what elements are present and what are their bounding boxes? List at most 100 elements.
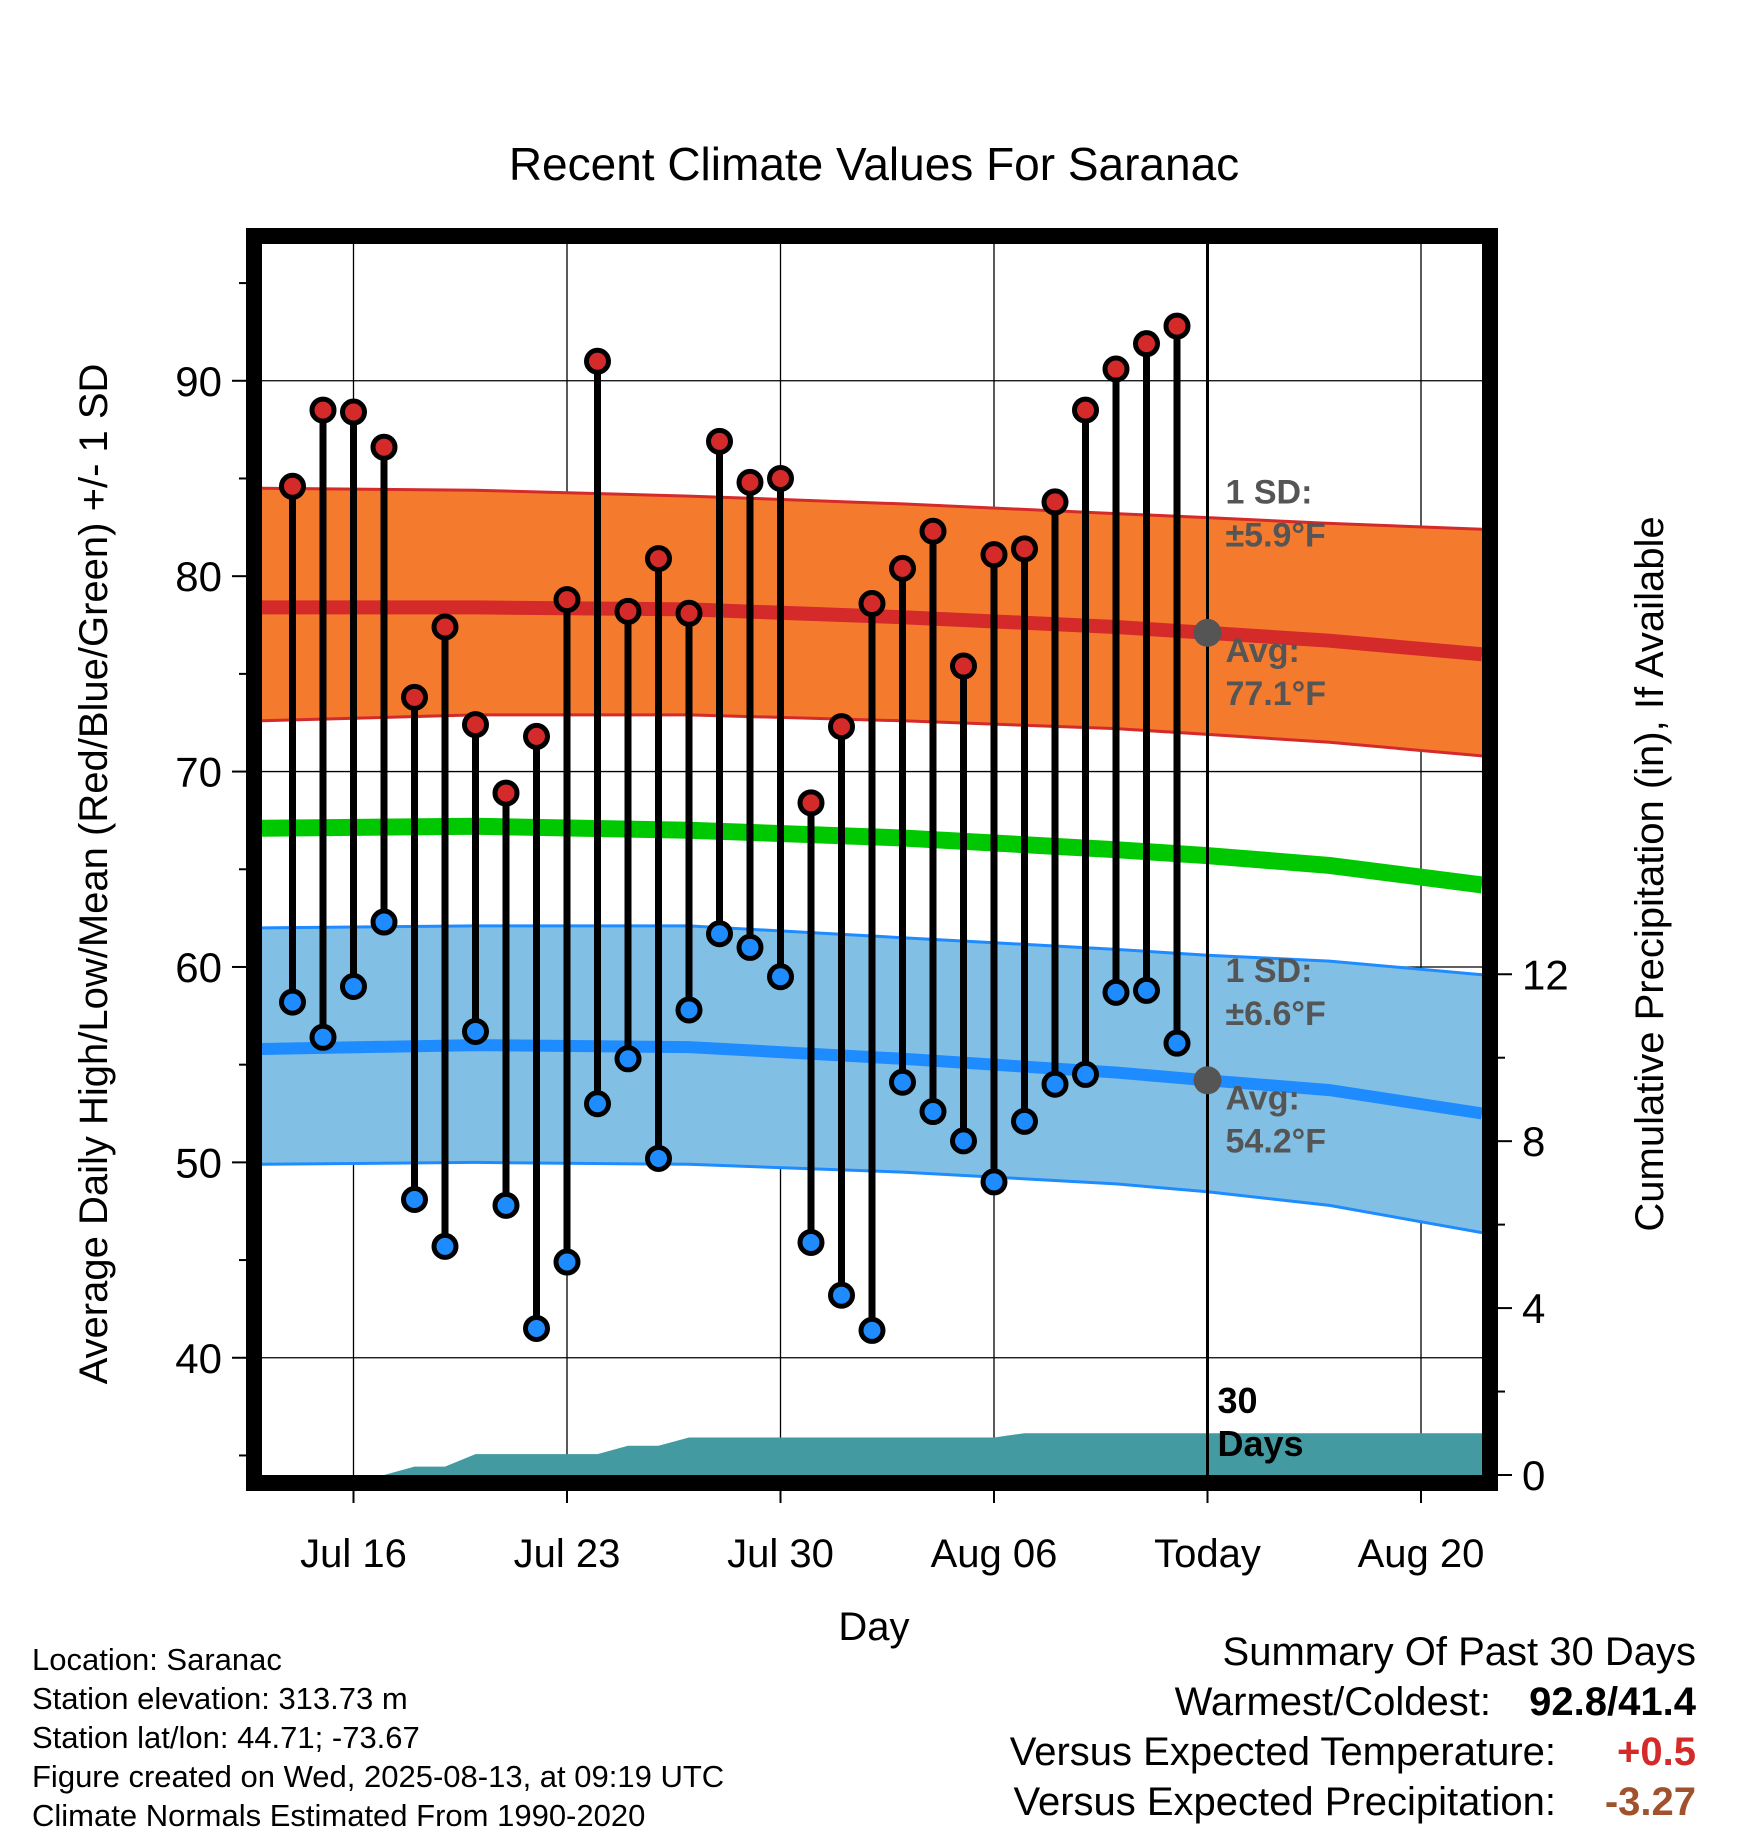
low-point [553, 1248, 581, 1276]
x-tick-label: Jul 23 [514, 1532, 621, 1576]
high-point [614, 597, 642, 625]
high-point [950, 652, 977, 680]
low-point [889, 1068, 916, 1096]
today-high-avg-marker [1193, 618, 1222, 647]
low-point [767, 963, 794, 991]
high-point [370, 433, 398, 461]
low-point [431, 1232, 459, 1260]
chart-title: Recent Climate Values For Saranac [509, 138, 1239, 190]
low-avg-label: Avg: [1226, 1079, 1300, 1117]
today-low-avg-marker [1193, 1066, 1222, 1095]
low-point [797, 1228, 825, 1256]
temp-value: +0.5 [1617, 1730, 1696, 1774]
low-point [279, 988, 306, 1016]
summary-precip-row: Versus Expected Precipitation: -3.27 [1010, 1777, 1696, 1827]
low-point [1102, 978, 1130, 1006]
window-label-unit: Days [1218, 1423, 1304, 1464]
high-point [980, 541, 1008, 569]
high-sd-value: ±5.9°F [1226, 517, 1326, 555]
high-point [523, 722, 550, 750]
high-point [858, 590, 886, 618]
low-point [462, 1017, 489, 1045]
y-tick-label: 90 [175, 358, 222, 405]
high-point [706, 427, 733, 455]
x-tick-label: Aug 06 [931, 1532, 1058, 1576]
low-point [340, 973, 367, 1001]
precip-value: -3.27 [1604, 1780, 1696, 1824]
mean-avg-line [262, 817, 1482, 894]
low-sd-label: 1 SD: [1226, 952, 1313, 990]
summary-heading: Summary Of Past 30 Days [1222, 1630, 1696, 1674]
high-point [797, 789, 825, 817]
low-band-upper-edge [262, 924, 1482, 977]
plot-frame [246, 228, 1498, 1491]
low-point [645, 1144, 672, 1172]
high-point [492, 779, 520, 807]
low-point [1041, 1070, 1069, 1098]
y2-tick-label: 8 [1522, 1118, 1545, 1165]
high-point [1102, 355, 1130, 383]
x-tick-label: Jul 16 [300, 1532, 407, 1576]
latlon-text: Station lat/lon: 44.71; -73.67 [32, 1720, 420, 1755]
elevation-text: Station elevation: 313.73 m [32, 1681, 408, 1716]
precip-area [262, 1433, 1482, 1475]
high-point [828, 713, 855, 741]
high-point [1163, 312, 1191, 340]
high-point [1041, 488, 1069, 516]
y-tick-label: 80 [175, 553, 222, 600]
x-axis-label: Day [838, 1605, 909, 1649]
low-point [1163, 1029, 1191, 1057]
high-point [767, 464, 794, 492]
low-avg-value: 54.2°F [1226, 1122, 1327, 1160]
high-point [675, 599, 703, 627]
low-point [309, 1023, 337, 1051]
y2-axis-label: Cumulative Precipitation (in), If Availa… [1628, 516, 1672, 1231]
low-point [1011, 1107, 1038, 1135]
high-sd-label: 1 SD: [1226, 474, 1313, 512]
high-point [736, 468, 764, 496]
y2-tick-label: 0 [1522, 1452, 1545, 1499]
summary-warmest-row: Warmest/Coldest: 92.8/41.4 [1010, 1677, 1696, 1727]
normals-text: Climate Normals Estimated From 1990-2020 [32, 1798, 646, 1833]
high-band-lower-edge [262, 713, 1482, 758]
high-avg-line [262, 600, 1482, 662]
low-point [614, 1045, 642, 1073]
high-band-upper-edge [262, 486, 1482, 531]
low-band-lower-edge [262, 1160, 1482, 1235]
low-point [828, 1281, 855, 1309]
low-point [584, 1090, 611, 1118]
low-point [370, 908, 398, 936]
warmest-value: 92.8/41.4 [1529, 1680, 1696, 1724]
station-info: Location: Saranac Station elevation: 313… [32, 1640, 724, 1835]
y-tick-label: 70 [175, 749, 222, 796]
high-avg-value: 77.1°F [1226, 675, 1327, 713]
x-tick-label: Aug 20 [1358, 1532, 1485, 1576]
low-point [675, 996, 703, 1024]
low-point [1133, 976, 1160, 1004]
high-point [1011, 535, 1038, 563]
x-tick-label: Today [1154, 1532, 1261, 1576]
x-tick-label: Jul 30 [727, 1532, 834, 1576]
high-point [1072, 396, 1099, 424]
temp-label: Versus Expected Temperature: [1009, 1730, 1556, 1774]
high-point [889, 554, 916, 582]
high-point [462, 711, 489, 739]
window-label-number: 30 [1218, 1380, 1258, 1421]
summary-temp-row: Versus Expected Temperature: +0.5 [1010, 1727, 1696, 1777]
high-point [401, 683, 428, 711]
high-avg-label: Avg: [1226, 632, 1300, 670]
high-point [309, 396, 337, 424]
high-point [645, 545, 672, 573]
high-point [279, 472, 306, 500]
precip-label: Versus Expected Precipitation: [1013, 1780, 1556, 1824]
low-point [950, 1127, 977, 1155]
low-point [1072, 1060, 1099, 1088]
low-point [980, 1168, 1008, 1196]
low-avg-line [262, 1039, 1482, 1120]
high-point [340, 398, 367, 426]
y-tick-label: 60 [175, 944, 222, 991]
low-point [523, 1314, 550, 1342]
y-tick-label: 50 [175, 1139, 222, 1186]
plot-area [262, 244, 1482, 1475]
